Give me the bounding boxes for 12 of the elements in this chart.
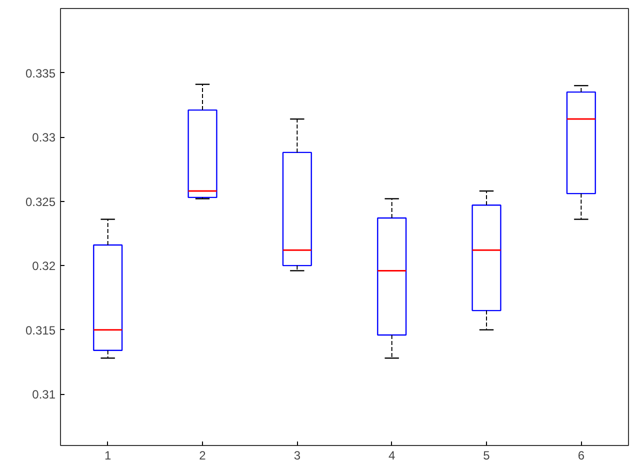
y-tick-label: 0.32 — [32, 259, 56, 274]
y-tick-label: 0.325 — [25, 194, 56, 209]
x-tick-label: 1 — [104, 448, 112, 462]
x-tick-label: 3 — [294, 448, 301, 462]
y-tick-label: 0.33 — [32, 130, 56, 145]
y-tick-label: 0.335 — [25, 66, 56, 80]
x-tick-label: 5 — [483, 448, 490, 462]
x-tick-label: 2 — [199, 448, 206, 462]
y-tick-label: 0.31 — [32, 388, 56, 402]
x-tick-label: 6 — [578, 448, 585, 462]
x-tick-label: 4 — [388, 448, 396, 462]
y-tick-label: 0.315 — [25, 323, 56, 338]
